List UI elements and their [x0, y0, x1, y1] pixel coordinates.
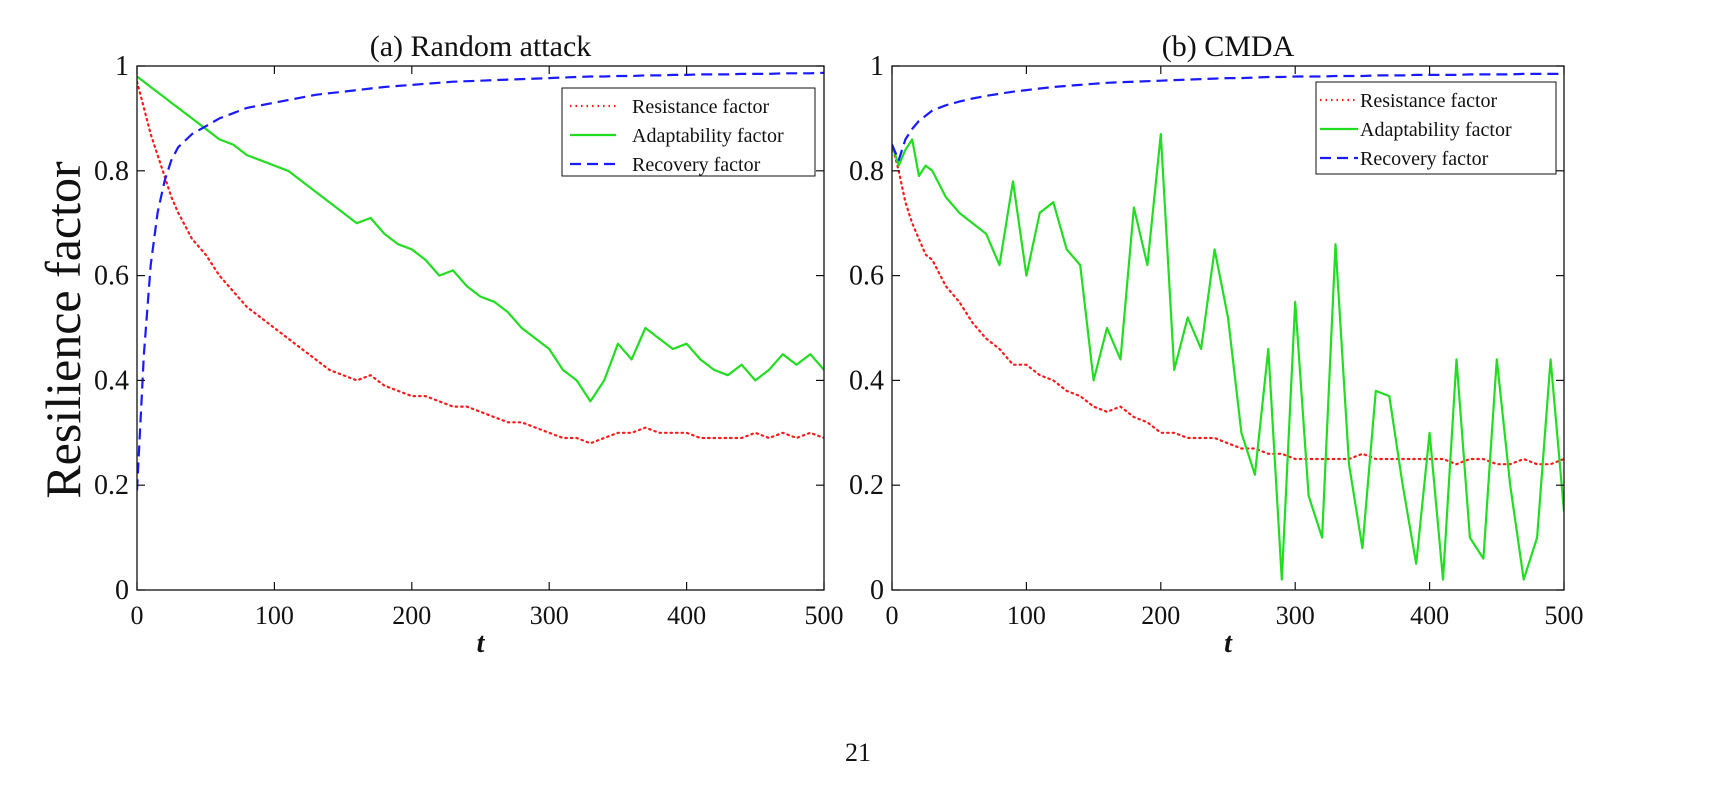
legend-entry: Recovery factor [1360, 148, 1489, 170]
series-line-resistance-factor [892, 143, 1564, 466]
x-tick-label: 400 [667, 601, 706, 630]
page-number: 21 [845, 738, 871, 767]
chart-title: (a) Random attack [370, 30, 592, 63]
x-tick-label: 100 [255, 601, 294, 630]
x-axis-label: t [1224, 628, 1233, 659]
x-axis-label: t [477, 628, 486, 659]
plot-frame [136, 65, 825, 591]
x-tick-label: 300 [530, 601, 569, 630]
y-tick-label: 0 [115, 575, 129, 606]
legend: Resistance factor Adaptability factor Reco… [1315, 81, 1557, 175]
panel-random-attack: 0 100 200 300 400 500 0 0.2 0.4 0.6 0.8 1 (a) Random… [94, 30, 844, 659]
y-tick-label: 0.6 [849, 261, 884, 292]
shared-y-axis-label: Resilience factor [35, 161, 91, 499]
legend-box [561, 87, 816, 177]
series-line-resistance-factor [137, 80, 824, 445]
plot-lines [137, 71, 824, 491]
x-tick-label: 100 [1007, 601, 1046, 630]
series-line-adaptability-factor [137, 75, 824, 403]
y-tick-label: 1 [115, 51, 129, 82]
x-tick-label: 0 [886, 601, 899, 630]
legend-entry: Resistance factor [632, 96, 769, 118]
y-tick-label: 0 [870, 575, 884, 606]
y-tick-label: 0.8 [94, 156, 129, 187]
x-tick-label: 500 [1545, 601, 1584, 630]
y-tick-label: 0.4 [849, 365, 884, 396]
chart-title: (b) CMDA [1162, 30, 1295, 63]
x-tick-label: 200 [1141, 601, 1180, 630]
x-tick-label: 500 [805, 601, 844, 630]
y-tick-label: 1 [870, 51, 884, 82]
y-tick-label: 0.2 [94, 470, 129, 501]
y-tick-label: 0.8 [849, 156, 884, 187]
series-line-recovery-factor [892, 72, 1564, 162]
y-tick-label: 0.2 [849, 470, 884, 501]
y-tick-label: 0.6 [94, 261, 129, 292]
y-tick-label: 0.4 [94, 365, 129, 396]
legend: Resistance factor Adaptability factor Reco… [561, 87, 816, 177]
legend-entry: Resistance factor [1360, 90, 1497, 112]
series-line-adaptability-factor [892, 133, 1564, 581]
series-line-recovery-factor [137, 71, 824, 491]
legend-entry: Adaptability factor [1360, 119, 1512, 141]
x-tick-label: 300 [1276, 601, 1315, 630]
legend-entry: Recovery factor [632, 154, 761, 176]
legend-entry: Adaptability factor [632, 125, 784, 147]
panel-cmda: 0 100 200 300 400 500 0 0.2 0.4 0.6 0.8 1 (b) CMDA t R… [849, 30, 1584, 659]
x-tick-label: 200 [392, 601, 431, 630]
plot-frame [891, 65, 1565, 591]
x-tick-label: 400 [1410, 601, 1449, 630]
x-tick-label: 0 [131, 601, 144, 630]
plot-lines [892, 72, 1564, 581]
